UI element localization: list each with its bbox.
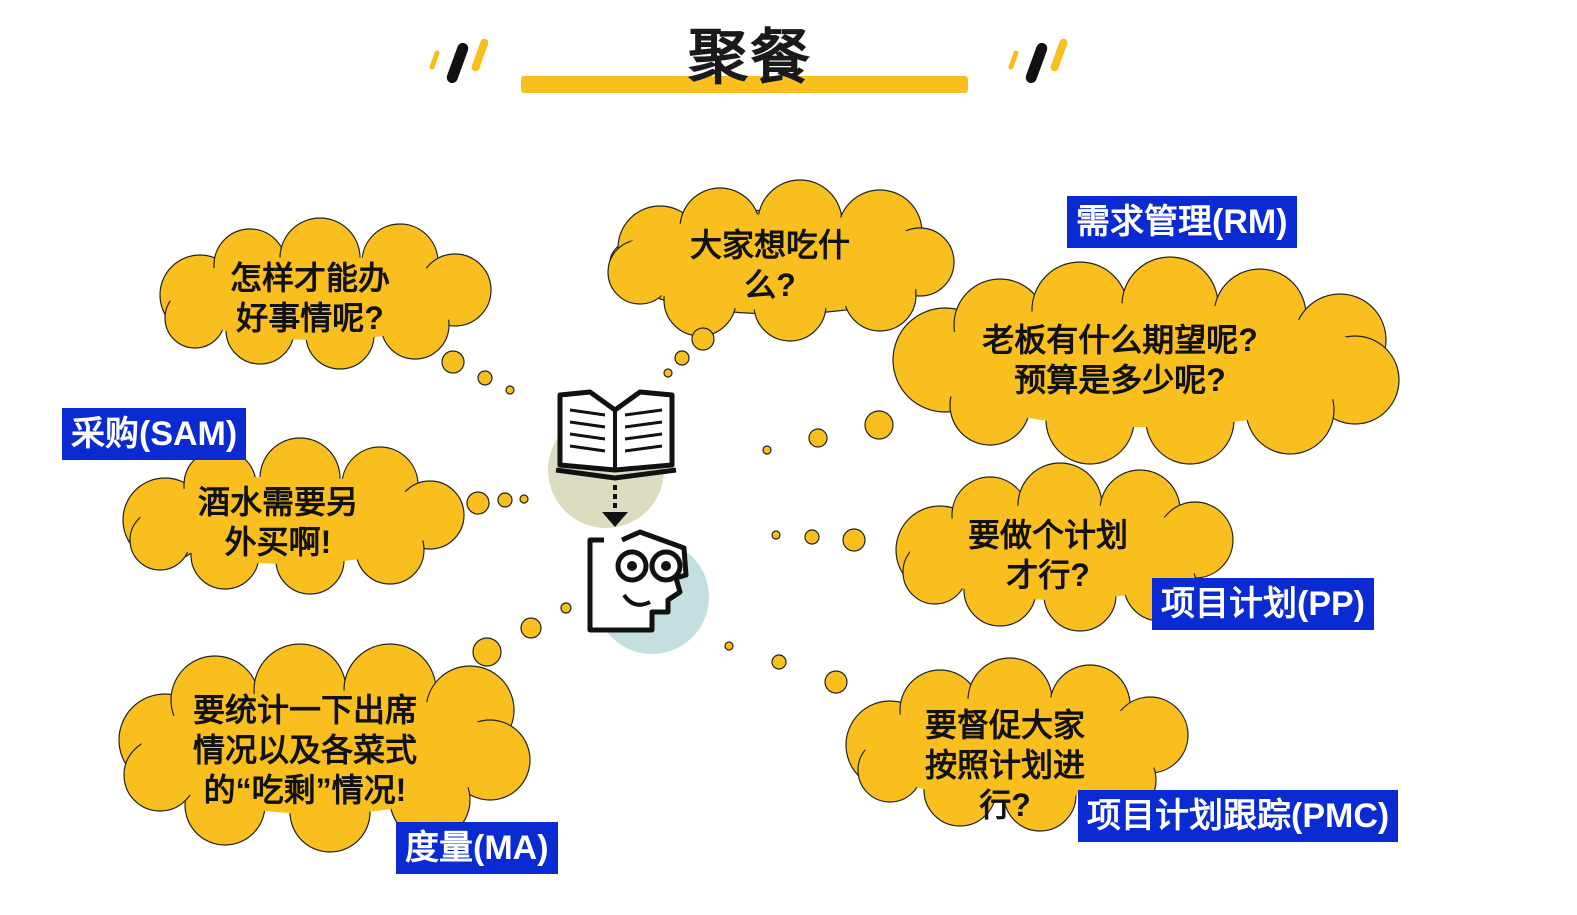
bubble-upper-right-text: 老板有什么期望呢? 预算是多少呢? xyxy=(960,320,1280,400)
bubble-top-line-1: 大家想吃什 xyxy=(689,227,850,263)
tag-pmc: 项目计划跟踪(PMC) xyxy=(1078,790,1399,842)
bubble-top-line-2: 么? xyxy=(744,267,796,303)
bubble-middle-left-line-1: 酒水需要另 xyxy=(197,484,358,520)
bubble-lower-right-line-1: 要督促大家 xyxy=(924,707,1085,743)
bubble-top-text: 大家想吃什 么? xyxy=(670,225,870,305)
tag-pp: 项目计划(PP) xyxy=(1152,578,1374,630)
bubble-upper-left-line-2: 好事情呢? xyxy=(236,300,384,336)
bubble-lower-right-text: 要督促大家 按照计划进 行? xyxy=(905,705,1105,825)
bubble-lower-left-line-3: 的“吃剩”情况! xyxy=(203,772,407,808)
bubble-middle-left-line-2: 外买啊! xyxy=(224,524,332,560)
bubble-lower-right-line-3: 行? xyxy=(979,787,1031,823)
page-title: 聚餐 xyxy=(688,24,812,91)
bubble-lower-left-text: 要统计一下出席 情况以及各菜式 的“吃剩”情况! xyxy=(165,690,445,810)
tag-rm: 需求管理(RM) xyxy=(1067,196,1297,248)
bubble-middle-right-text: 要做个计划 才行? xyxy=(948,515,1148,595)
thought-dots xyxy=(441,327,894,694)
bubble-lower-right-line-2: 按照计划进 xyxy=(924,747,1085,783)
bubble-lower-left-line-2: 情况以及各菜式 xyxy=(192,732,417,768)
tag-sam: 采购(SAM) xyxy=(62,408,247,460)
book-to-thinking-person-icon xyxy=(548,389,709,654)
bubble-middle-left-text: 酒水需要另 外买啊! xyxy=(178,482,378,562)
tag-ma: 度量(MA) xyxy=(396,822,558,874)
bubble-upper-left-text: 怎样才能办 好事情呢? xyxy=(210,258,410,338)
bubble-lower-left-line-1: 要统计一下出席 xyxy=(192,692,417,728)
bubble-upper-right-line-1: 老板有什么期望呢? xyxy=(982,322,1258,358)
bubble-middle-right-line-1: 要做个计划 xyxy=(967,517,1128,553)
bubble-upper-right-line-2: 预算是多少呢? xyxy=(1014,362,1226,398)
title-underline xyxy=(521,76,968,93)
bubble-middle-right-line-2: 才行? xyxy=(1006,557,1090,593)
bubble-upper-left-line-1: 怎样才能办 xyxy=(229,260,390,296)
